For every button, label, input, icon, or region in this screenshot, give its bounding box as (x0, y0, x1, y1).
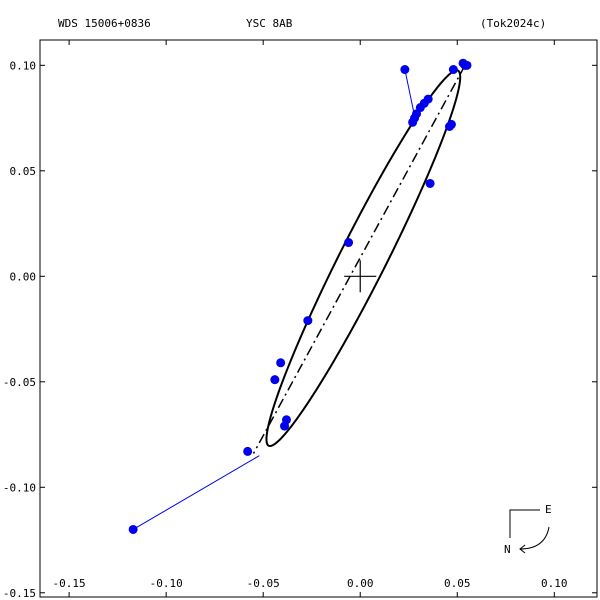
observation-point (243, 446, 253, 456)
observation-point (276, 358, 286, 368)
y-axis-ticks (40, 64, 597, 594)
observation-point (400, 65, 410, 75)
y-tick-label: 0.00 (10, 270, 37, 283)
orbit-layer (252, 64, 466, 454)
x-tick-label: 0.10 (541, 577, 568, 590)
observation-point (303, 316, 313, 326)
primary-star-marker (344, 260, 377, 293)
line-of-nodes (252, 64, 466, 454)
compass-arrow-head (519, 544, 526, 554)
x-tick-label: -0.15 (53, 577, 86, 590)
compass-north-label: N (504, 543, 511, 556)
observation-point (448, 65, 458, 75)
compass: E N (504, 503, 552, 556)
observation-point (270, 375, 280, 385)
observation-point (462, 60, 472, 70)
observation-point (128, 524, 138, 534)
x-tick-label: -0.10 (150, 577, 183, 590)
orbit-ellipse (265, 69, 462, 448)
observation-point (425, 178, 435, 188)
y-tick-label: -0.05 (3, 376, 36, 389)
y-tick-label: -0.15 (3, 587, 36, 600)
observation-point (408, 117, 418, 127)
compass-east-arm (509, 509, 540, 538)
y-axis-tick-labels: 0.10 0.05 0.00 -0.05 -0.10 -0.15 (3, 59, 36, 599)
x-axis-ticks (68, 40, 555, 597)
compass-rotation-arrow (519, 526, 550, 550)
x-axis-tick-labels: -0.15 -0.10 -0.05 0.00 0.05 0.10 (53, 577, 568, 590)
header-left: WDS 15006+0836 (58, 17, 151, 30)
header-center: YSC 8AB (246, 17, 293, 30)
x-tick-label: -0.05 (247, 577, 280, 590)
compass-east-label: E (545, 503, 552, 516)
residual-layer (132, 69, 416, 530)
header-right: (Tok2024c) (480, 17, 546, 30)
observation-points (128, 58, 472, 534)
observation-point (344, 238, 354, 248)
plot-frame (39, 39, 598, 598)
observation-point (445, 122, 455, 132)
x-tick-label: 0.00 (347, 577, 374, 590)
y-tick-label: 0.10 (10, 59, 37, 72)
residual-line (404, 69, 416, 117)
y-tick-label: 0.05 (10, 165, 37, 178)
residual-line (132, 455, 260, 530)
x-tick-label: 0.05 (444, 577, 471, 590)
y-tick-label: -0.10 (3, 481, 36, 494)
observation-point (280, 421, 290, 431)
